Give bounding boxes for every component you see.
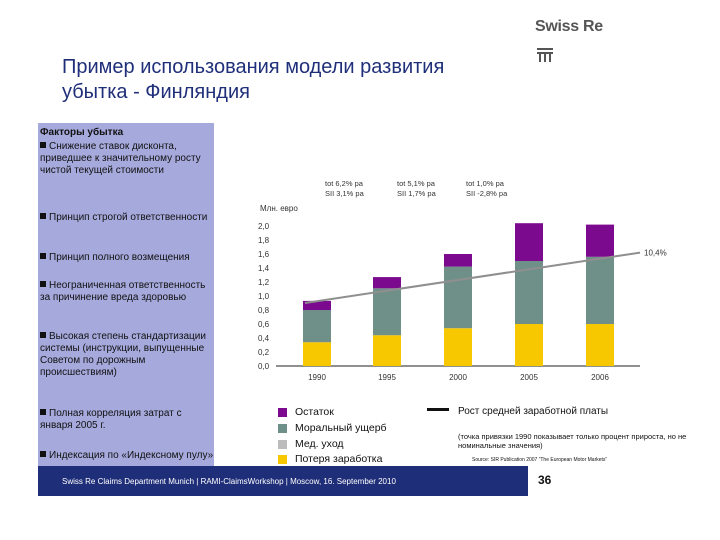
legend-swatch — [278, 424, 287, 433]
x-tick-label: 2000 — [449, 373, 467, 382]
page-number: 36 — [538, 473, 552, 487]
bar-segment — [373, 277, 401, 289]
bar-segment — [444, 266, 472, 329]
y-tick-label: 0,4 — [258, 334, 270, 343]
y-tick-label: 2,0 — [258, 222, 270, 231]
factor-item: Индексация по «Индексному пулу» — [40, 450, 215, 462]
growth-rate-1990-1995: tot 6,2% pa SII 3,1% pa — [325, 179, 364, 198]
bullet-icon — [40, 409, 46, 415]
x-tick-label: 1990 — [308, 373, 326, 382]
legend-swatch — [278, 408, 287, 417]
bullet-icon — [40, 253, 46, 259]
x-tick-label: 2005 — [520, 373, 538, 382]
factors-panel — [38, 123, 214, 478]
page-title: Пример использования модели развития убы… — [62, 56, 445, 103]
bar-segment — [303, 300, 331, 310]
factor-item: Полная корреляция затрат с января 2005 г… — [40, 408, 182, 431]
bar-segment — [586, 224, 614, 257]
bar-segment — [586, 256, 614, 324]
brand-logo: Swiss Re — [535, 18, 603, 35]
bar-segment — [303, 342, 331, 366]
y-tick-label: 1,4 — [258, 264, 270, 273]
bullet-icon — [40, 213, 46, 219]
legend-item: Потеря заработка — [278, 453, 382, 465]
factor-item: Принцип полного возмещения — [40, 252, 215, 264]
y-tick-label: 0,6 — [258, 320, 270, 329]
legend-item: Моральный ущерб — [278, 422, 387, 434]
y-tick-label: 0,0 — [258, 362, 270, 371]
factor-item: Снижение ставок дисконта, приведшее к зн… — [40, 141, 201, 176]
y-axis-unit-label: Млн. евро — [260, 204, 298, 213]
bar-segment — [515, 324, 543, 366]
legend-swatch — [278, 455, 287, 464]
legend-item: Мед. уход — [278, 438, 344, 450]
bar-segment — [586, 324, 614, 366]
growth-rate-1995-2000: tot 5,1% pa SII 1,7% pa — [397, 179, 436, 198]
stacked-bar-chart: 2,0 1,8 1,6 1,4 1,2 1,0 0,8 0,6 0,4 0,2 0,0 1990 199… — [258, 222, 667, 382]
bar-segment — [444, 328, 472, 366]
bullet-icon — [40, 451, 46, 457]
y-tick-label: 1,6 — [258, 250, 270, 259]
wage-growth-line — [304, 251, 641, 304]
bar-segment — [444, 254, 472, 267]
chart-source: Source: SIR Publication 2007 “The Europe… — [472, 457, 608, 463]
bullet-icon — [40, 142, 46, 148]
x-tick-label: 1995 — [378, 373, 396, 382]
line-legend-label: Рост средней заработной платы — [458, 406, 609, 417]
footer-text: Swiss Re Claims Department Munich | RAMI… — [62, 477, 396, 486]
legend-item: Остаток — [278, 406, 334, 418]
factor-item: Принцип строгой ответственности — [40, 212, 215, 224]
factors-heading: Факторы убытка — [40, 127, 124, 138]
bar-segment — [303, 310, 331, 343]
bar-segment — [373, 288, 401, 336]
legend-swatch — [278, 440, 287, 449]
line-end-label: 10,4% — [644, 249, 667, 258]
swiss-re-logo-icon — [537, 48, 553, 62]
factor-item: Неограниченная ответственность за причин… — [40, 280, 206, 303]
footer-bar — [38, 466, 528, 496]
bar-segment — [515, 223, 543, 261]
y-tick-label: 0,2 — [258, 348, 270, 357]
y-tick-label: 1,0 — [258, 292, 270, 301]
factor-item: Высокая степень стандартизации системы (… — [40, 331, 206, 378]
y-tick-label: 0,8 — [258, 306, 270, 315]
bullet-icon — [40, 281, 46, 287]
y-tick-label: 1,2 — [258, 278, 270, 287]
bullet-icon — [40, 332, 46, 338]
chart-note: (точка привязки 1990 показывает только п… — [458, 432, 687, 450]
y-tick-label: 1,8 — [258, 236, 270, 245]
bar-segment — [373, 335, 401, 366]
x-tick-label: 2006 — [591, 373, 609, 382]
growth-rate-2000-2006: tot 1,0% pa SII -2,8% pa — [466, 179, 508, 198]
line-legend-marker — [427, 408, 449, 411]
